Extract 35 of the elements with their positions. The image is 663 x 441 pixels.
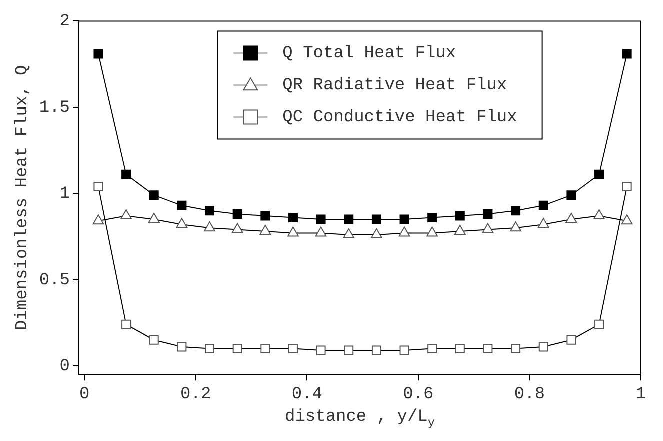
y-tick-label: 0.5 xyxy=(39,271,70,290)
point xyxy=(205,206,215,216)
point xyxy=(94,49,104,59)
legend-label: Q Total Heat Flux xyxy=(282,44,456,64)
point xyxy=(455,211,465,221)
point xyxy=(344,214,354,224)
y-tick-label: 2 xyxy=(60,12,70,32)
y-axis-title: Dimensionless Heat Flux, Q xyxy=(14,65,33,331)
point xyxy=(400,214,410,224)
point xyxy=(566,190,576,200)
x-tick-label: 0.8 xyxy=(514,385,546,404)
point xyxy=(260,211,270,221)
point xyxy=(594,170,604,180)
legend-label: QR Radiative Heat Flux xyxy=(282,76,508,96)
point xyxy=(149,190,159,200)
point xyxy=(288,212,298,222)
point xyxy=(538,200,548,210)
point xyxy=(511,206,521,216)
legend-label: QC Conductive Heat Flux xyxy=(282,108,518,128)
point xyxy=(316,214,326,224)
x-tick-label: 0.6 xyxy=(403,385,434,404)
y-tick-label: 1 xyxy=(60,185,70,204)
point xyxy=(622,49,632,59)
x-tick-label: 0.4 xyxy=(292,385,322,404)
x-tick-label: 1 xyxy=(636,385,646,404)
point xyxy=(428,212,438,222)
point xyxy=(177,200,187,210)
y-tick-label: 1.5 xyxy=(39,98,70,118)
x-tick-label: 0 xyxy=(79,385,90,404)
y-tick-label: 0 xyxy=(60,357,70,376)
point xyxy=(372,214,382,224)
point xyxy=(122,170,132,180)
x-tick-label: 0.2 xyxy=(180,385,212,404)
point xyxy=(483,210,493,220)
point xyxy=(232,210,242,220)
